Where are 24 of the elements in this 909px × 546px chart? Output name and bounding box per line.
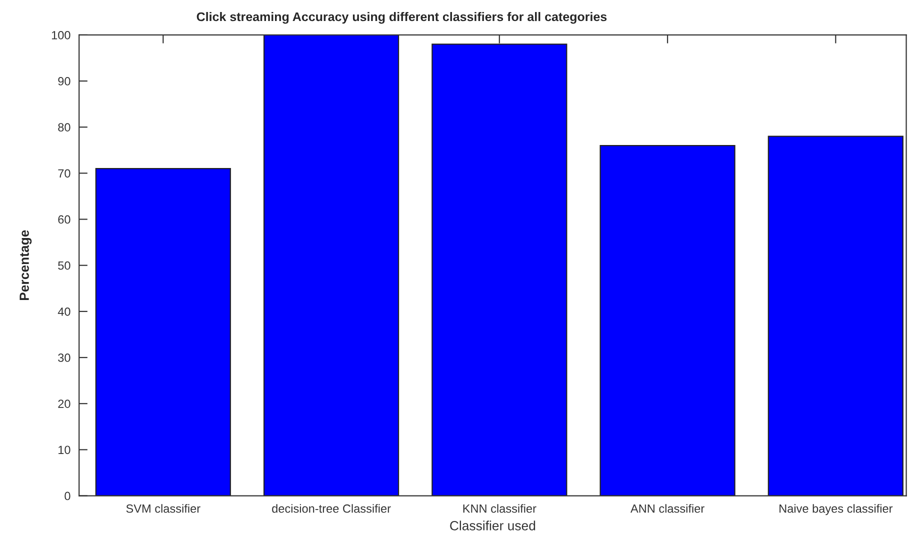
x-tick-label: ANN classifier xyxy=(630,504,704,513)
bar xyxy=(263,34,400,496)
bar xyxy=(600,144,736,496)
bar xyxy=(768,136,904,496)
y-tick-label: 0 xyxy=(64,492,70,500)
y-tick-label: 20 xyxy=(58,400,70,408)
y-tick-label: 70 xyxy=(58,169,70,178)
y-tick-label: 90 xyxy=(58,77,70,86)
y-axis-title: Percentage xyxy=(20,230,32,300)
y-tick-label: 30 xyxy=(58,354,70,362)
y-tick-label: 50 xyxy=(58,261,70,270)
bar xyxy=(95,168,231,496)
x-tick-label: decision-tree Classifier xyxy=(272,504,391,513)
y-tick-label: 40 xyxy=(58,307,70,316)
chart-title: Click streaming Accuracy using different classifiers for all categories xyxy=(196,12,607,24)
x-tick-label: Naive bayes classifier xyxy=(780,504,893,516)
x-axis-title: Classifier used xyxy=(450,520,536,530)
y-tick-label: 60 xyxy=(58,215,70,224)
y-tick-label: 10 xyxy=(58,446,70,454)
x-tick-label: KNN classifier xyxy=(463,504,536,513)
x-tick-label: SVM classifier xyxy=(126,504,200,513)
y-tick-label: 100 xyxy=(52,30,70,40)
bar xyxy=(432,44,568,496)
y-tick-label: 80 xyxy=(58,123,70,132)
